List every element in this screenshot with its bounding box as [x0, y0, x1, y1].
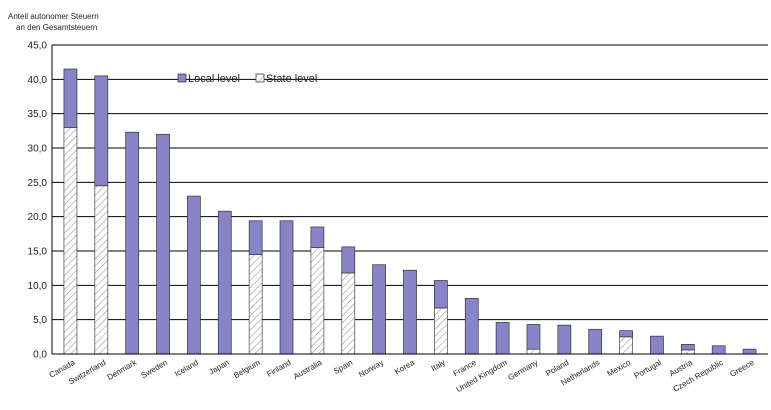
y-tick-label: 0,0 [33, 350, 47, 361]
bar-segment-local [680, 344, 695, 351]
y-tick-label: 35,0 [28, 109, 48, 120]
x-category-label: Mexico [606, 358, 633, 379]
bar-segment-local [341, 246, 356, 274]
y-axis-title-line-2: an den Gesamtsteuern [16, 23, 97, 32]
y-tick-label: 25,0 [28, 178, 48, 189]
bar-segment-local [434, 280, 448, 309]
bar-segment-state [434, 307, 448, 355]
bar-segment-local [650, 335, 664, 355]
bar-segment-local [372, 264, 386, 355]
x-category-label: Spain [332, 358, 354, 376]
bar-segment-local [464, 298, 479, 355]
bar-segment-state [619, 336, 633, 355]
x-category-label: Italy [430, 358, 447, 373]
x-category-label: Norway [357, 358, 385, 379]
bar-segment-local [94, 75, 109, 187]
x-category-label: Australia [292, 358, 324, 382]
x-category-label: Belgium [232, 358, 262, 380]
bar-segment-state [63, 127, 78, 355]
x-category-label: Portugal [633, 358, 663, 381]
bar-segment-local [588, 328, 603, 355]
bar-segment-local [310, 226, 325, 248]
bar-segment-state [94, 185, 109, 355]
x-category-label: Japan [207, 358, 230, 377]
x-category-label: Iceland [173, 358, 200, 379]
legend: Local level State level [177, 73, 317, 85]
bar-segment-state [248, 254, 263, 355]
bar-segment-local [156, 133, 170, 355]
x-category-label: Korea [393, 358, 416, 377]
bar-segment-local [742, 348, 757, 355]
legend-swatch-local [177, 73, 187, 83]
bar-segment-local [619, 330, 633, 338]
y-tick-label: 45,0 [28, 41, 48, 52]
bar-segment-state [680, 349, 695, 355]
x-category-label: Greece [728, 358, 756, 379]
y-tick-label: 10,0 [28, 281, 48, 292]
gridlines [52, 44, 768, 321]
bar-segment-state [526, 348, 541, 355]
y-axis-ticks: 0,0 5,0 10,0 15,0 20,0 25,0 30,0 35,0 40,0 45,0 [28, 41, 48, 361]
bars [63, 68, 757, 355]
y-tick-label: 5,0 [33, 315, 47, 326]
y-tick-label: 20,0 [28, 212, 48, 223]
x-category-label: Finland [265, 358, 292, 379]
legend-label-state: State level [266, 73, 317, 85]
y-tick-label: 40,0 [28, 75, 48, 86]
bar-segment-local [217, 210, 232, 355]
y-tick-label: 15,0 [28, 247, 48, 258]
bar-segment-local [279, 220, 294, 355]
legend-label-local: Local level [188, 73, 240, 85]
bar-segment-state [341, 272, 356, 355]
bar-segment-local [125, 131, 140, 355]
x-category-label: Germany [506, 358, 539, 382]
x-category-label: Sweden [139, 358, 169, 380]
bar-segment-state [310, 247, 325, 355]
y-axis-title: Anteil autonomer Steuern an den Gesamtst… [8, 12, 99, 32]
legend-swatch-state [255, 73, 265, 83]
bar-segment-local [557, 324, 572, 355]
bar-segment-local [403, 269, 417, 355]
x-category-label: Denmark [106, 357, 139, 382]
bar-segment-local [187, 195, 201, 355]
bar-segment-local [711, 345, 726, 355]
y-tick-label: 30,0 [28, 144, 48, 155]
bar-segment-local [526, 324, 541, 350]
bar-segment-local [248, 220, 263, 255]
y-axis-title-line-1: Anteil autonomer Steuern [8, 12, 99, 21]
bar-segment-local [495, 322, 510, 355]
bar-segment-local [63, 68, 78, 128]
